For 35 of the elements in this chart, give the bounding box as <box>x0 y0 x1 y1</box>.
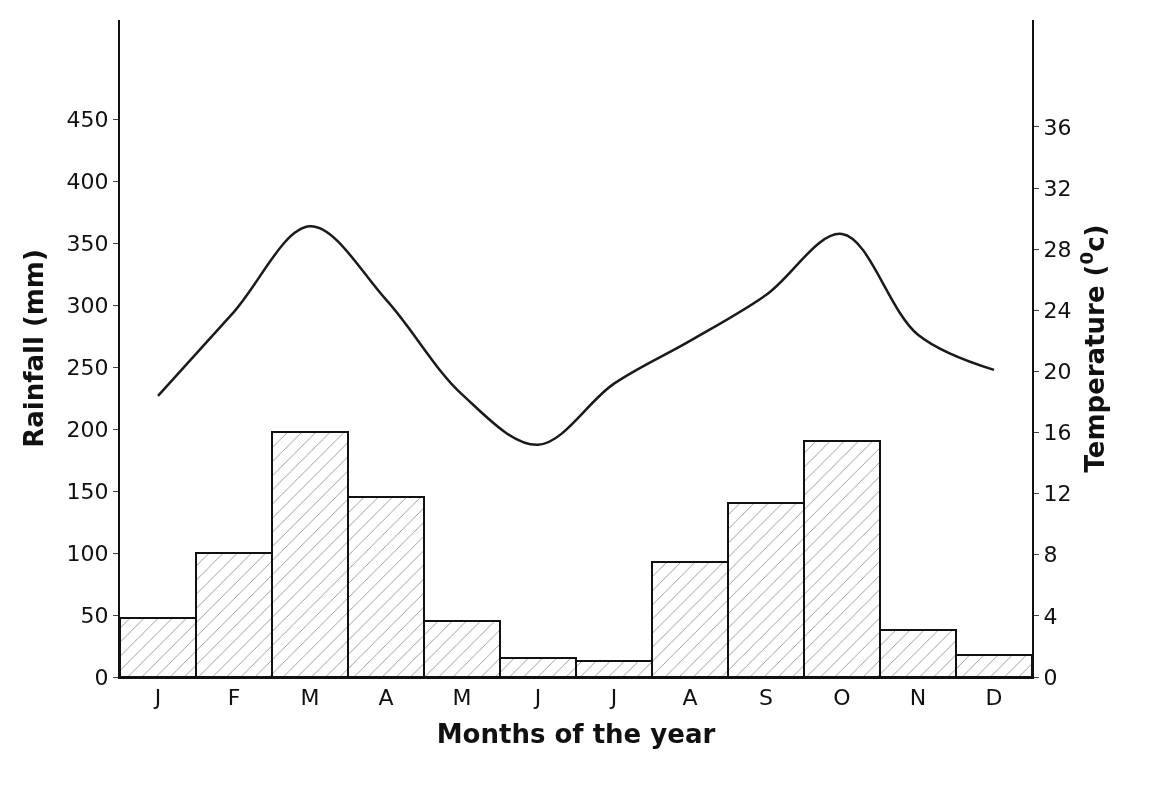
x-tick-label: N <box>909 685 927 711</box>
y-tick-label: 150 <box>66 478 109 504</box>
x-tick-label: J <box>532 685 542 711</box>
x-tick-label: F <box>227 685 241 711</box>
y2-tick-label: 16 <box>1043 420 1072 446</box>
y-tick-label: 250 <box>66 354 109 380</box>
y2-tick-label: 4 <box>1043 603 1058 629</box>
x-tick-label: A <box>682 685 698 711</box>
y-tick-label: 200 <box>66 416 109 442</box>
x-tick-label: S <box>759 685 773 711</box>
y2-tick-label: 8 <box>1043 542 1058 568</box>
y-tick-label: 400 <box>66 168 109 194</box>
y2-tick-label: 28 <box>1043 236 1072 262</box>
x-axis-title: Months of the year <box>436 718 716 749</box>
y-tick-label: 450 <box>66 106 109 132</box>
y2-tick-label: 36 <box>1043 114 1072 140</box>
x-tick-label: D <box>985 685 1003 711</box>
x-tick-label: J <box>152 685 162 711</box>
x-tick-label: O <box>833 685 851 711</box>
line-series <box>156 225 996 447</box>
x-tick-label: M <box>452 685 472 711</box>
y-axis-title: Rainfall (mm) <box>19 249 50 448</box>
y-tick-label: 300 <box>66 292 109 318</box>
y2-tick-label: 20 <box>1043 359 1072 385</box>
x-tick-label: M <box>300 685 320 711</box>
y-tick-label: 0 <box>94 664 109 690</box>
x-tick-label: J <box>608 685 618 711</box>
y-tick-label: 100 <box>66 540 109 566</box>
y2-tick-label: 0 <box>1043 664 1058 690</box>
y2-tick-label: 12 <box>1043 481 1072 507</box>
y2-tick-label: 32 <box>1043 175 1072 201</box>
y2-tick-label: 24 <box>1043 298 1072 323</box>
y-tick-label: 50 <box>80 602 109 628</box>
x-tick-label: A <box>378 685 394 711</box>
y-tick-label: 350 <box>66 230 109 256</box>
